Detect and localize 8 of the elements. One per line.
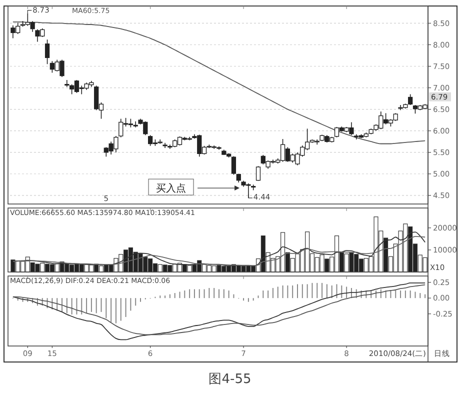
candlestick (133, 120, 138, 128)
candlestick (64, 80, 70, 88)
line-series (12, 21, 426, 144)
candlestick (44, 39, 50, 65)
caption: 图4-55 (208, 372, 252, 387)
annotation: 买入点 (156, 182, 186, 195)
candlestick (256, 166, 261, 182)
candlestick (231, 156, 236, 176)
